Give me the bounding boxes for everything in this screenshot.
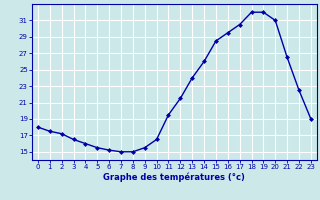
X-axis label: Graphe des températures (°c): Graphe des températures (°c) <box>103 173 245 182</box>
